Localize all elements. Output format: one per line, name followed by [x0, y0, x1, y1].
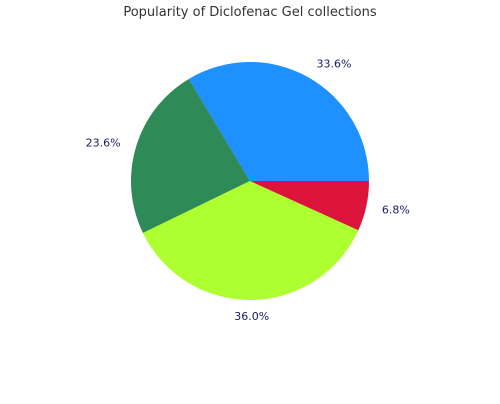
chart-title: Popularity of Diclofenac Gel collections: [123, 5, 377, 20]
pie-label-1: 33.6%: [317, 58, 352, 71]
pie-slice-3: [142, 181, 359, 300]
pie-labels: 33.6% 23.6% 36.0% 6.8%: [86, 58, 410, 323]
pie-label-3: 36.0%: [234, 310, 269, 323]
pie-slice-4: [250, 181, 369, 231]
pie-label-2: 23.6%: [86, 137, 121, 150]
pie-slice-2: [130, 78, 250, 234]
pie-label-4: 6.8%: [382, 204, 410, 217]
pie-slice-1: [188, 61, 369, 182]
pie-slices: [130, 61, 369, 300]
